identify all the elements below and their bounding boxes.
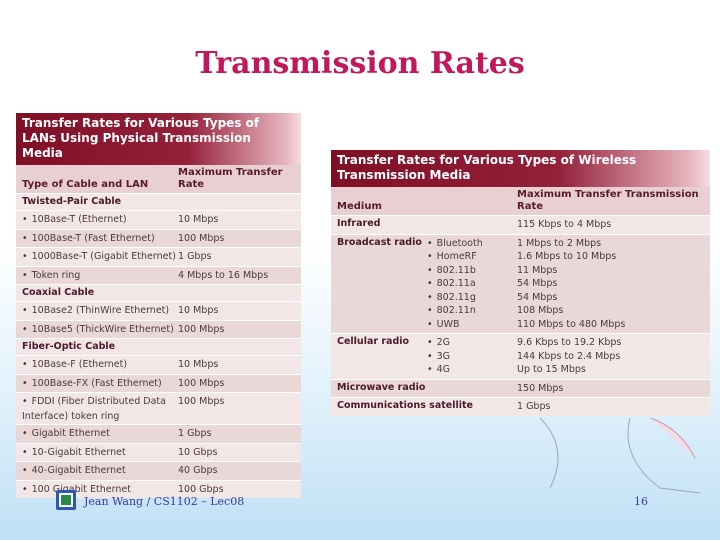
cable-type-cell: FDDI (Fiber Distributed Data Interface) … <box>22 394 178 424</box>
wired-col-type-header: Type of Cable and LAN <box>22 179 149 190</box>
cable-type-cell: Token ring <box>22 268 178 283</box>
table-row: 100Base-T (Fast Ethernet)100 Mbps <box>16 228 301 247</box>
wired-table-heading: Transfer Rates for Various Types of LANs… <box>16 113 301 165</box>
table-row: FDDI (Fiber Distributed Data Interface) … <box>16 392 301 424</box>
cable-type-cell: 10Base5 (ThickWire Ethernet) <box>22 322 178 337</box>
transfer-rate-cell: 11 Mbps <box>517 264 558 276</box>
transfer-rate-cell: 100 Mbps <box>178 232 225 244</box>
wired-category-row: Coaxial Cable <box>16 284 301 301</box>
transfer-rate-cell: Up to 15 Mbps <box>517 364 586 375</box>
technology-cell: 4G <box>427 363 517 377</box>
transfer-rate-cell: 1 Gbps <box>517 401 551 412</box>
clipart-illustration <box>539 418 701 494</box>
transfer-rate-cell: 115 Kbps to 4 Mbps <box>517 219 612 230</box>
table-row: 10Base-T (Ethernet)10 Mbps <box>16 210 301 229</box>
table-row: 100Base-FX (Fast Ethernet)100 Mbps <box>16 373 301 392</box>
technology-cell: UWB <box>427 318 517 332</box>
cable-type-cell: 10Base-T (Ethernet) <box>22 212 178 227</box>
wireless-transfer-table: Transfer Rates for Various Types of Wire… <box>331 150 710 416</box>
technology-cell: 802.11n <box>427 304 517 318</box>
table-row: 10Base-F (Ethernet)10 Mbps <box>16 355 301 374</box>
wireless-col-medium-header: Medium <box>337 201 382 212</box>
technology-cell-empty <box>427 218 517 232</box>
wired-col-rate-header: Maximum Transfer Rate <box>178 167 283 190</box>
technology-cell: 802.11b <box>427 264 517 278</box>
transfer-rate-cell: 40 Gbps <box>178 465 218 476</box>
slide-title: Transmission Rates <box>195 46 525 81</box>
cable-type-cell: 40-Gigabit Ethernet <box>22 463 178 478</box>
transfer-rate-cell: 1 Mbps to 2 Mbps <box>517 237 602 249</box>
transfer-rate-cell: 150 Mbps <box>517 382 564 394</box>
table-row: 1000Base-T (Gigabit Ethernet)1 Gbps <box>16 247 301 266</box>
table-row: 10Base5 (ThickWire Ethernet)100 Mbps <box>16 319 301 338</box>
technology-cell: 2G <box>427 336 517 350</box>
transfer-rate-cell: 108 Mbps <box>517 305 564 316</box>
category-label: Twisted-Pair Cable <box>22 196 122 207</box>
technology-cell: 3G <box>427 350 517 364</box>
transfer-rate-cell: 1.6 Mbps to 10 Mbps <box>517 251 617 262</box>
transfer-rate-cell: 100 Mbps <box>178 323 225 335</box>
transfer-rate-cell: 10 Mbps <box>178 214 219 225</box>
cable-type-cell: 100Base-FX (Fast Ethernet) <box>22 376 178 391</box>
wired-category-row: Twisted-Pair Cable <box>16 193 301 210</box>
technology-cell-empty <box>427 382 517 396</box>
table-row: Broadcast radioBluetoothHomeRF802.11b802… <box>331 233 710 333</box>
category-label: Fiber-Optic Cable <box>22 341 116 352</box>
table-row: Microwave radio 150 Mbps <box>331 378 710 397</box>
medium-cell: Broadcast radio <box>337 236 422 248</box>
wireless-table-body: Infrared 115 Kbps to 4 Mbps Broadcast radi… <box>331 215 710 416</box>
transfer-rate-cell: 100 Mbps <box>178 396 225 407</box>
page-number: 16 <box>634 495 648 508</box>
wired-table-column-headers: Type of Cable and LAN Maximum Transfer R… <box>16 165 301 193</box>
transfer-rate-cell: 1 Gbps <box>178 428 212 439</box>
wireless-table-column-headers: Medium Maximum Transfer Transmission Rat… <box>331 187 710 215</box>
technology-cell: 802.11a <box>427 277 517 291</box>
medium-cell: Microwave radio <box>337 381 426 393</box>
technology-cell: 802.11g <box>427 291 517 305</box>
cable-type-cell: 100Base-T (Fast Ethernet) <box>22 231 178 246</box>
cable-type-cell: 1000Base-T (Gigabit Ethernet) <box>22 249 178 264</box>
cable-type-cell: 10-Gigabit Ethernet <box>22 445 178 460</box>
wireless-col-rate-header: Maximum Transfer Transmission Rate <box>517 189 699 212</box>
transfer-rate-cell: 110 Mbps to 480 Mbps <box>517 318 626 330</box>
table-row: Cellular radio 2G3G4G 9.6 Kbps to 19.2 Kbp… <box>331 333 710 379</box>
medium-cell: Communications satellite <box>337 400 473 411</box>
transfer-rate-cell: 100 Gbps <box>178 483 224 495</box>
technology-cell: Bluetooth <box>427 237 517 251</box>
cable-type-cell: 100 Gigabit Ethernet <box>22 482 178 497</box>
transfer-rate-cell: 10 Mbps <box>178 305 219 316</box>
transfer-rate-cell: 10 Mbps <box>178 359 219 370</box>
transfer-rate-cell: 54 Mbps <box>517 278 558 289</box>
cable-type-cell: 10Base2 (ThinWire Ethernet) <box>22 303 178 318</box>
transfer-rate-cell: 1 Gbps <box>178 251 212 262</box>
table-row: 10Base2 (ThinWire Ethernet)10 Mbps <box>16 301 301 320</box>
wired-table-body: Twisted-Pair Cable10Base-T (Ethernet)10 … <box>16 193 301 498</box>
university-logo-icon <box>56 490 76 510</box>
transfer-rate-cell: 54 Mbps <box>517 291 558 303</box>
cable-type-cell: Gigabit Ethernet <box>22 426 178 441</box>
category-label: Coaxial Cable <box>22 287 95 298</box>
table-row: Communications satellite 1 Gbps <box>331 397 710 416</box>
transfer-rate-cell: 4 Mbps to 16 Mbps <box>178 269 269 281</box>
wired-transfer-table: Transfer Rates for Various Types of LANs… <box>16 113 301 498</box>
medium-cell: Cellular radio <box>337 336 410 347</box>
wireless-table-heading: Transfer Rates for Various Types of Wire… <box>331 150 710 187</box>
medium-cell: Infrared <box>337 218 381 229</box>
footer-text: Jean Wang / CS1102 – Lec08 <box>84 495 245 508</box>
wired-category-row: Fiber-Optic Cable <box>16 338 301 355</box>
cable-type-cell: 10Base-F (Ethernet) <box>22 357 178 372</box>
technology-cell: HomeRF <box>427 250 517 264</box>
transfer-rate-cell: 10 Gbps <box>178 446 218 458</box>
transfer-rate-cell: 100 Mbps <box>178 377 225 389</box>
table-row: Infrared 115 Kbps to 4 Mbps <box>331 215 710 234</box>
transfer-rate-cell: 9.6 Kbps to 19.2 Kbps <box>517 337 622 348</box>
transfer-rate-cell: 144 Kbps to 2.4 Mbps <box>517 350 621 362</box>
